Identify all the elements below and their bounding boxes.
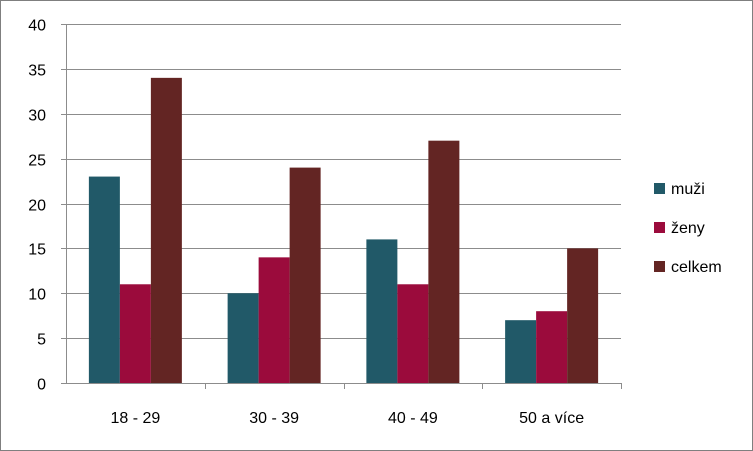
y-tick-label: 0 <box>37 377 46 394</box>
legend-label: celkem <box>671 259 722 276</box>
bar-0-1 <box>227 293 259 383</box>
bars <box>88 77 599 383</box>
x-tick-label: 30 - 39 <box>249 410 299 427</box>
legend-swatch <box>654 222 665 233</box>
axes <box>61 24 622 389</box>
bar-2-2 <box>428 140 460 383</box>
bar-1-3 <box>536 311 568 383</box>
bar-0-0 <box>88 176 120 383</box>
y-tick-label: 20 <box>28 198 46 215</box>
y-tick-label: 15 <box>28 242 46 259</box>
x-tick-label: 50 a více <box>519 410 584 427</box>
bar-1-2 <box>397 284 429 383</box>
bar-2-1 <box>289 167 321 383</box>
bar-2-0 <box>150 77 182 383</box>
x-tick-label: 18 - 29 <box>110 410 160 427</box>
y-tick-label: 30 <box>28 108 46 125</box>
legend-swatch <box>654 261 665 272</box>
legend-label: ženy <box>671 220 705 237</box>
legend: muži ženy celkem <box>654 181 722 276</box>
y-tick-label: 5 <box>37 332 46 349</box>
y-tick-label: 40 <box>28 18 46 35</box>
legend-swatch <box>654 183 665 194</box>
y-tick-label: 35 <box>28 63 46 80</box>
bar-0-2 <box>366 239 398 383</box>
bar-1-1 <box>258 257 290 383</box>
y-tick-labels: 0 5 10 15 20 25 30 35 40 <box>28 18 46 394</box>
x-tick-labels: 18 - 29 30 - 39 40 - 49 50 a více <box>110 410 584 427</box>
legend-label: muži <box>671 181 705 198</box>
y-tick-label: 25 <box>28 153 46 170</box>
bar-2-3 <box>567 248 599 383</box>
bar-1-0 <box>119 284 151 383</box>
y-tick-label: 10 <box>28 287 46 304</box>
bar-0-3 <box>505 320 537 383</box>
x-tick-label: 40 - 49 <box>388 410 438 427</box>
